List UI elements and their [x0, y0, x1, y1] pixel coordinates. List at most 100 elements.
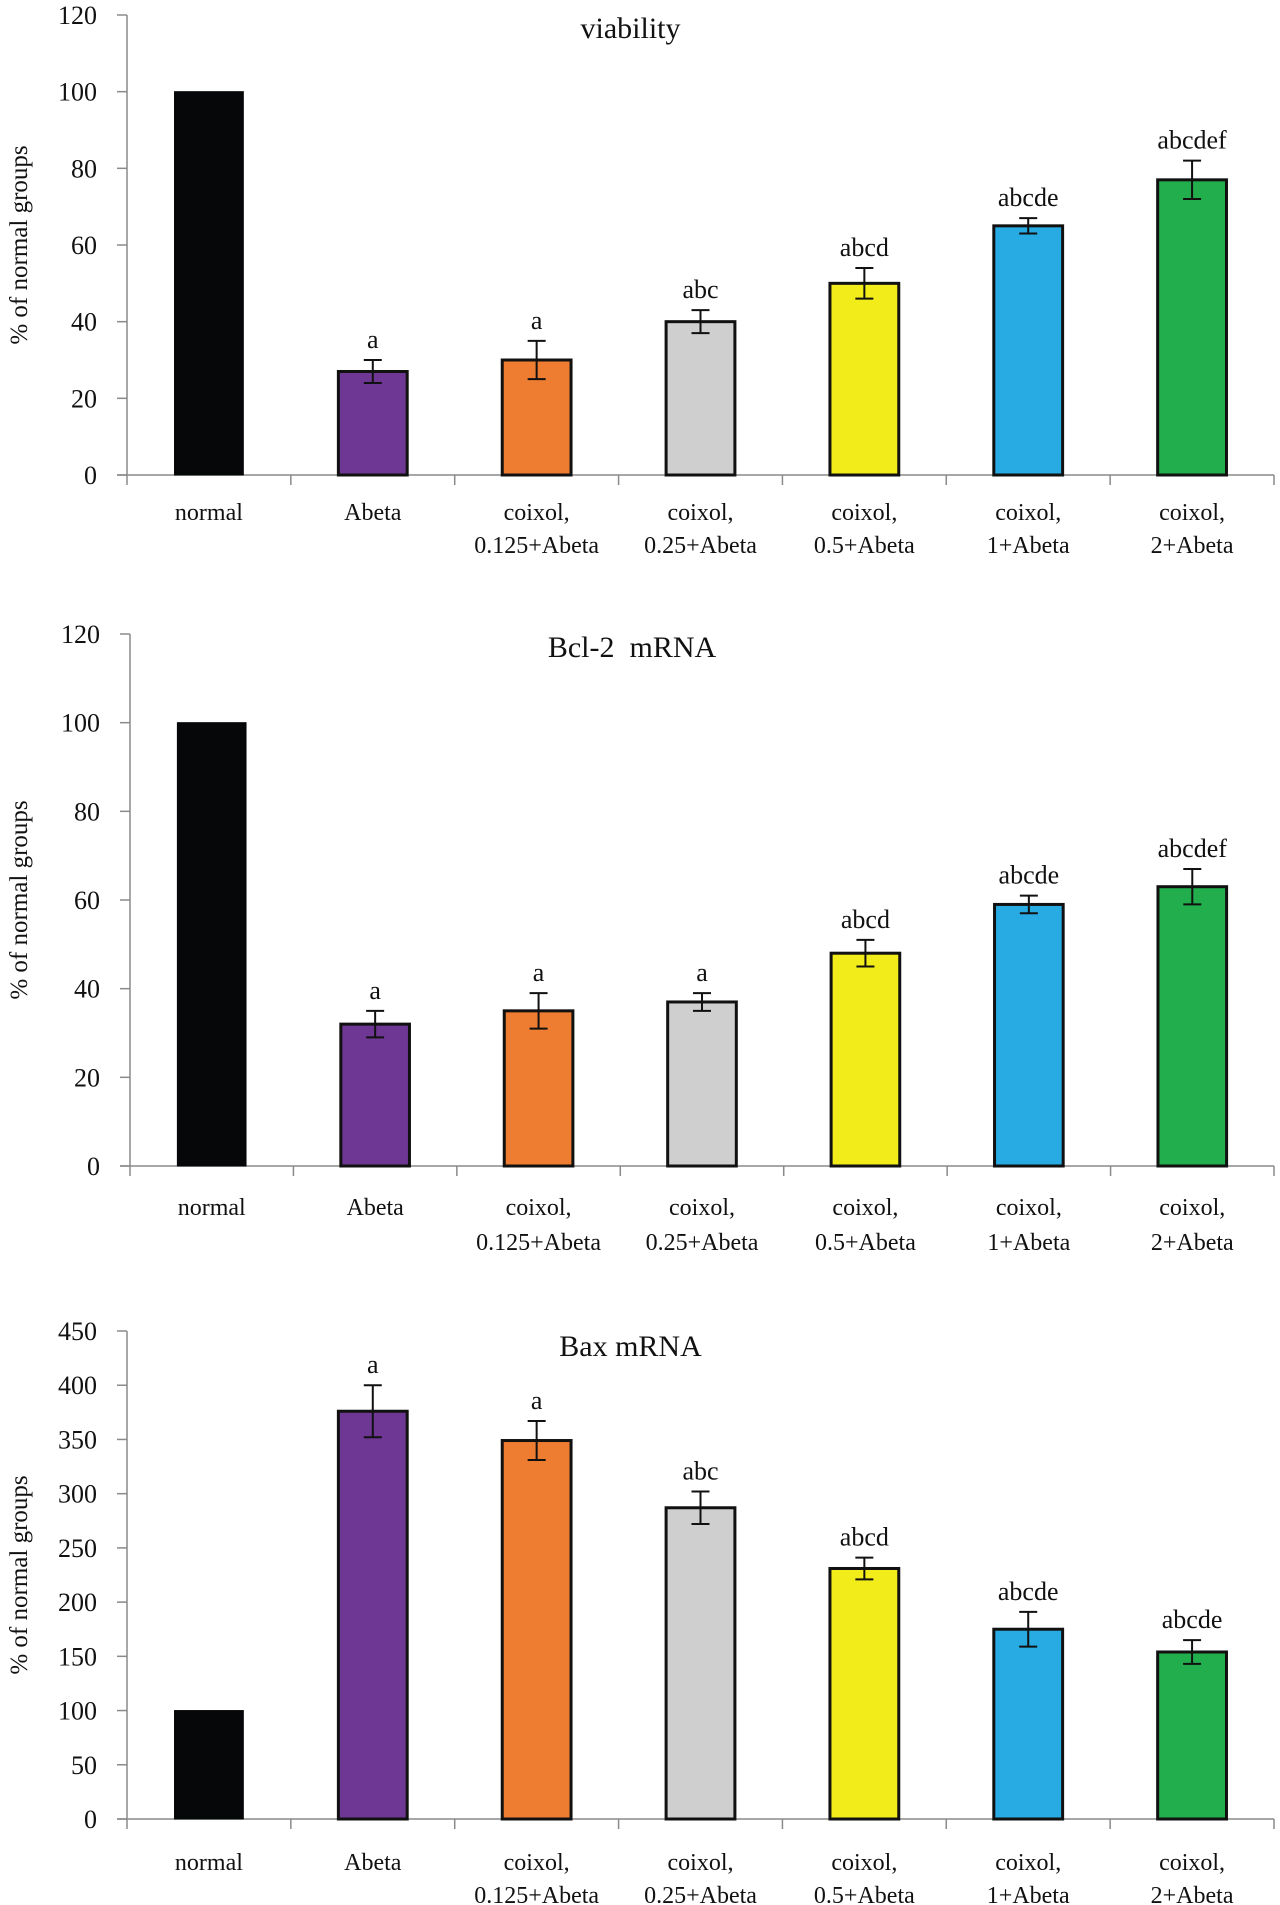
- significance-label: abcde: [998, 183, 1059, 212]
- y-tick-label: 400: [58, 1371, 97, 1400]
- x-category-label: coixol,: [1159, 500, 1225, 526]
- bar: [828, 281, 901, 477]
- y-tick-label: 250: [58, 1534, 97, 1563]
- chart-title: Bcl-2 mRNA: [548, 631, 717, 664]
- y-axis-title: % of normal groups: [6, 800, 33, 999]
- x-category-label: normal: [175, 500, 243, 526]
- x-category-label: 0.5+Abeta: [814, 533, 915, 559]
- x-category-label: coixol,: [668, 500, 734, 526]
- bar: [174, 91, 244, 476]
- y-tick-label: 300: [58, 1480, 97, 1509]
- x-category-label: coixol,: [832, 1195, 898, 1221]
- bar: [828, 1566, 901, 1821]
- x-category-label: 0.125+Abeta: [476, 1230, 601, 1256]
- x-category-label: coixol,: [996, 1195, 1062, 1221]
- y-tick-label: 120: [58, 1, 97, 30]
- y-tick-label: 150: [58, 1642, 97, 1671]
- y-tick-label: 0: [84, 1805, 97, 1834]
- bar: [336, 1409, 409, 1821]
- significance-label: abcd: [840, 1523, 889, 1552]
- significance-label: abcdef: [1157, 126, 1227, 155]
- y-tick-label: 100: [61, 709, 100, 738]
- y-tick-label: 80: [74, 797, 100, 826]
- bar: [174, 1710, 244, 1820]
- bar: [502, 1009, 575, 1168]
- y-tick-label: 200: [58, 1588, 97, 1617]
- y-tick-label: 80: [71, 154, 97, 183]
- x-category-label: Abeta: [344, 1850, 402, 1876]
- x-category-label: 2+Abeta: [1151, 1883, 1234, 1905]
- chart-title: Bax mRNA: [559, 1330, 702, 1363]
- x-category-label: Abeta: [344, 500, 402, 526]
- bar: [336, 370, 409, 477]
- x-category-label: 2+Abeta: [1151, 533, 1234, 559]
- bar: [829, 951, 902, 1168]
- bar: [1156, 1650, 1228, 1821]
- x-category-label: 1+Abeta: [987, 1883, 1070, 1905]
- x-category-label: coixol,: [504, 500, 570, 526]
- x-category-label: 0.5+Abeta: [814, 1883, 915, 1905]
- bcl2-mrna-chart: Bcl-2 mRNA 0 20 40 60 80 100 120 % of normal gro…: [6, 620, 1275, 1256]
- significance-label: a: [696, 958, 708, 987]
- x-category-label: 1+Abeta: [987, 533, 1070, 559]
- bar: [1156, 178, 1228, 477]
- x-category-label: normal: [175, 1850, 243, 1876]
- significance-label: a: [531, 1386, 543, 1415]
- significance-label: abcdef: [1158, 834, 1228, 863]
- x-category-label: 1+Abeta: [987, 1230, 1070, 1256]
- y-tick-label: 120: [61, 620, 100, 649]
- x-category-label: coixol,: [995, 1850, 1061, 1876]
- x-category-label: 2+Abeta: [1151, 1230, 1234, 1256]
- x-category-label: coixol,: [669, 1195, 735, 1221]
- significance-label: abcd: [840, 233, 889, 262]
- x-category-label: coixol,: [668, 1850, 734, 1876]
- bar: [992, 224, 1065, 477]
- x-category-label: 0.25+Abeta: [644, 533, 757, 559]
- x-category-label: normal: [178, 1195, 246, 1221]
- y-tick-label: 40: [71, 308, 97, 337]
- x-category-label: 0.125+Abeta: [474, 1883, 599, 1905]
- bax-mrna-chart: Bax mRNA 0 50 100 150 200 250 300 350 400 450 % of …: [6, 1317, 1275, 1905]
- significance-label: a: [367, 325, 379, 354]
- bar: [992, 1627, 1065, 1821]
- y-tick-label: 100: [58, 1697, 97, 1726]
- x-category-label: 0.125+Abeta: [474, 533, 599, 559]
- x-category-label: coixol,: [995, 500, 1061, 526]
- bar: [176, 722, 247, 1167]
- bar: [664, 1506, 737, 1821]
- y-tick-label: 450: [58, 1317, 97, 1346]
- y-axis-title: % of normal groups: [6, 145, 33, 344]
- bar: [500, 1439, 573, 1821]
- bar: [666, 1000, 738, 1168]
- chart-title: viability: [581, 12, 681, 45]
- bar: [664, 320, 737, 477]
- x-category-label: coixol,: [504, 1850, 570, 1876]
- significance-label: a: [367, 1350, 379, 1379]
- x-category-label: coixol,: [831, 500, 897, 526]
- y-tick-label: 0: [84, 461, 97, 490]
- y-tick-label: 350: [58, 1425, 97, 1454]
- y-tick-label: 50: [71, 1751, 97, 1780]
- bar: [339, 1022, 411, 1168]
- y-tick-label: 100: [58, 78, 97, 107]
- y-axis-title: % of normal groups: [6, 1475, 33, 1674]
- x-category-label: coixol,: [1159, 1850, 1225, 1876]
- bar: [1156, 885, 1229, 1168]
- x-category-label: Abeta: [346, 1195, 404, 1221]
- significance-label: abcde: [1162, 1605, 1223, 1634]
- significance-label: a: [369, 976, 381, 1005]
- x-category-label: 0.25+Abeta: [644, 1883, 757, 1905]
- viability-chart: viability 0 20 40 60 80 100 120 % of normal grou…: [6, 1, 1275, 559]
- y-tick-label: 60: [74, 886, 100, 915]
- significance-label: abcde: [999, 861, 1060, 890]
- significance-label: abc: [682, 275, 718, 304]
- x-category-label: coixol,: [506, 1195, 572, 1221]
- x-category-label: coixol,: [831, 1850, 897, 1876]
- y-tick-label: 60: [71, 231, 97, 260]
- significance-label: a: [533, 958, 545, 987]
- bar: [993, 902, 1065, 1168]
- x-category-label: coixol,: [1159, 1195, 1225, 1221]
- significance-label: a: [531, 306, 543, 335]
- significance-label: abc: [682, 1456, 718, 1485]
